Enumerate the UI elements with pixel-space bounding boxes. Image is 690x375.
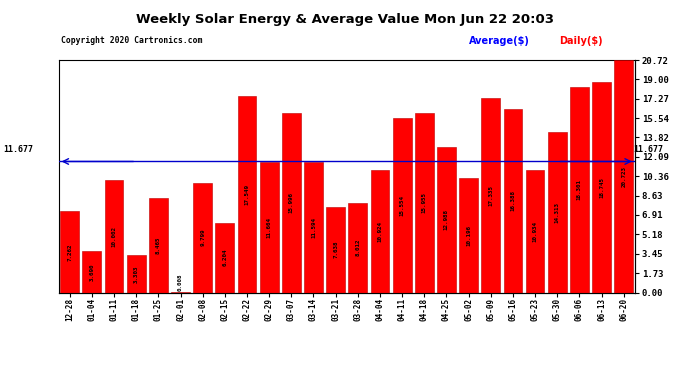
Text: 17.335: 17.335 (489, 185, 493, 206)
Text: 7.262: 7.262 (67, 243, 72, 261)
Bar (348, 202, 367, 292)
Text: 18.301: 18.301 (577, 179, 582, 200)
Text: 15.554: 15.554 (400, 195, 404, 216)
Bar (548, 132, 566, 292)
Text: 18.745: 18.745 (599, 177, 604, 198)
Bar (437, 147, 456, 292)
Bar (193, 183, 212, 292)
Bar (504, 109, 522, 292)
Bar (570, 87, 589, 292)
Bar (393, 118, 411, 292)
Text: 10.924: 10.924 (377, 221, 382, 242)
Text: 10.002: 10.002 (112, 226, 117, 247)
Text: 20.723: 20.723 (621, 166, 627, 187)
Text: 3.690: 3.690 (90, 263, 95, 280)
Text: 11.594: 11.594 (311, 217, 316, 238)
Bar (415, 114, 434, 292)
Text: 15.996: 15.996 (289, 192, 294, 213)
Bar (149, 198, 168, 292)
Bar (259, 162, 279, 292)
Text: 7.638: 7.638 (333, 241, 338, 258)
Text: 15.955: 15.955 (422, 192, 427, 213)
Bar (105, 180, 124, 292)
Bar (614, 60, 633, 292)
Bar (237, 96, 257, 292)
Bar (326, 207, 345, 292)
Text: 10.934: 10.934 (533, 220, 538, 242)
Bar (526, 170, 544, 292)
Text: Average($): Average($) (469, 36, 530, 46)
Bar (215, 223, 235, 292)
Bar (482, 98, 500, 292)
Text: 8.012: 8.012 (355, 239, 360, 256)
Bar (459, 178, 478, 292)
Bar (592, 82, 611, 292)
Bar (371, 170, 389, 292)
Text: Daily($): Daily($) (559, 36, 602, 46)
Text: 16.388: 16.388 (511, 190, 515, 211)
Text: 17.549: 17.549 (244, 183, 250, 204)
Bar (83, 251, 101, 292)
Text: Weekly Solar Energy & Average Value Mon Jun 22 20:03: Weekly Solar Energy & Average Value Mon … (136, 13, 554, 26)
Bar (60, 211, 79, 292)
Text: 9.799: 9.799 (200, 229, 205, 246)
Text: 11.677: 11.677 (633, 145, 663, 154)
Text: 12.988: 12.988 (444, 209, 449, 230)
Bar (282, 113, 301, 292)
Bar (304, 162, 323, 292)
Text: 11.677: 11.677 (3, 145, 33, 154)
Text: 3.303: 3.303 (134, 265, 139, 283)
Text: 6.204: 6.204 (222, 249, 227, 267)
Text: Copyright 2020 Cartronics.com: Copyright 2020 Cartronics.com (61, 36, 202, 45)
Text: 14.313: 14.313 (555, 202, 560, 223)
Text: 11.664: 11.664 (266, 216, 272, 237)
Text: 10.196: 10.196 (466, 225, 471, 246)
Text: 0.008: 0.008 (178, 274, 183, 291)
Bar (127, 255, 146, 292)
Text: 8.465: 8.465 (156, 236, 161, 254)
